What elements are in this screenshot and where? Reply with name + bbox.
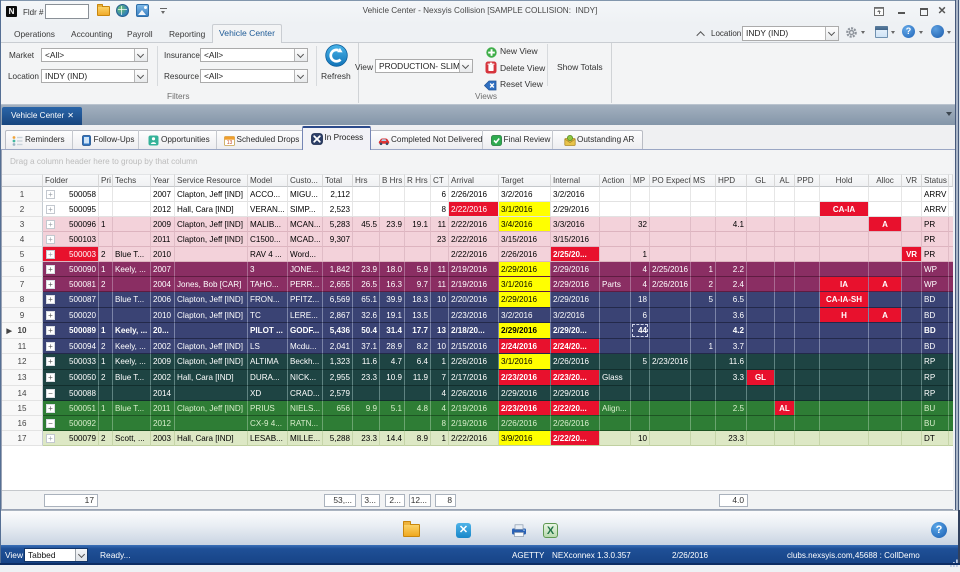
- svg-text:13: 13: [226, 140, 232, 146]
